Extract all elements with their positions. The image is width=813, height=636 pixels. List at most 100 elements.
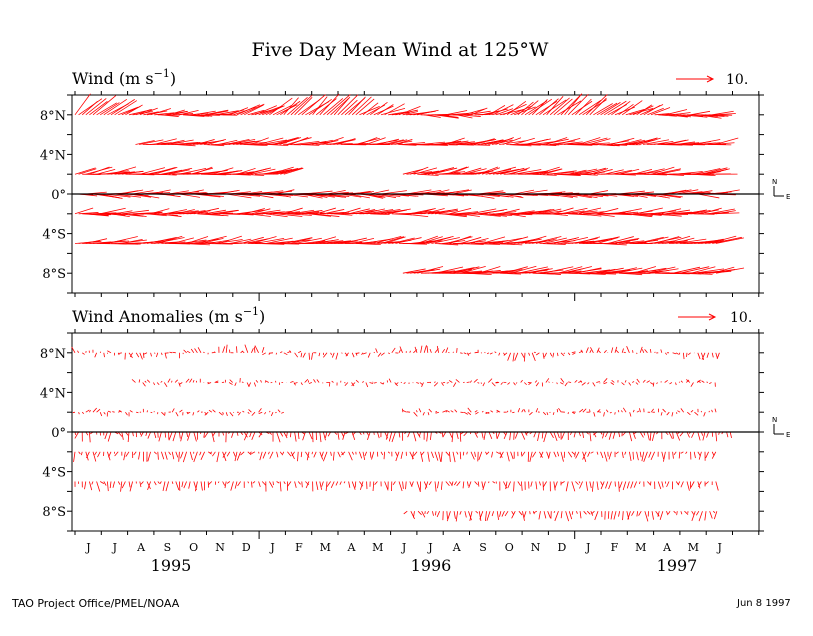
wind-vector bbox=[542, 99, 567, 116]
wind-vector bbox=[593, 213, 615, 217]
wind-vector bbox=[683, 352, 685, 360]
wind-vector bbox=[701, 167, 728, 175]
wind-vector bbox=[630, 481, 634, 489]
wind-vector bbox=[341, 451, 346, 456]
wind-vector bbox=[518, 510, 523, 516]
wind-vector bbox=[701, 352, 706, 360]
wind-vector bbox=[435, 411, 439, 414]
wind-vector bbox=[297, 451, 299, 462]
wind-vector bbox=[248, 382, 252, 387]
wind-vector bbox=[693, 451, 696, 459]
wind-vector bbox=[589, 481, 592, 489]
wind-vector bbox=[542, 352, 545, 359]
wind-vector bbox=[434, 381, 436, 383]
wind-vector bbox=[143, 352, 145, 358]
wind-vector bbox=[640, 168, 665, 175]
wind-vector bbox=[618, 104, 634, 116]
wind-vector bbox=[679, 266, 710, 274]
wind-vector bbox=[579, 408, 584, 413]
wind-vector bbox=[589, 236, 620, 244]
wind-vector bbox=[403, 510, 408, 515]
wind-vector bbox=[686, 379, 690, 383]
wind-vector bbox=[369, 382, 374, 384]
wind-vector bbox=[553, 431, 558, 442]
wind-vector bbox=[161, 411, 166, 416]
wind-vector bbox=[535, 100, 558, 116]
wind-vector bbox=[112, 411, 115, 413]
wind-vector bbox=[441, 431, 444, 438]
wind-vector bbox=[470, 208, 497, 215]
wind-vector bbox=[236, 167, 256, 175]
wind-vector bbox=[496, 431, 501, 440]
month-label: D bbox=[557, 541, 566, 554]
wind-vector bbox=[657, 511, 660, 517]
wind-vector bbox=[339, 481, 342, 485]
wind-vector bbox=[702, 431, 706, 441]
wind-vector bbox=[265, 380, 269, 383]
wind-vector bbox=[290, 431, 292, 438]
wind-vector bbox=[556, 408, 559, 413]
wind-vector bbox=[501, 511, 505, 517]
wind-vector bbox=[150, 208, 170, 215]
wind-vector bbox=[426, 346, 429, 353]
wind-vector bbox=[591, 510, 595, 515]
wind-vector bbox=[313, 451, 317, 458]
wind-vector bbox=[713, 511, 718, 520]
wind-vector bbox=[593, 412, 596, 417]
wind-vector bbox=[240, 451, 245, 456]
year-label: 1997 bbox=[657, 556, 698, 575]
wind-vector bbox=[412, 382, 414, 384]
wind-vector bbox=[676, 171, 703, 175]
wind-vector bbox=[104, 431, 108, 440]
wind-vector bbox=[653, 140, 674, 145]
wind-vector bbox=[513, 382, 516, 386]
wind-vector bbox=[565, 481, 569, 492]
wind-vector bbox=[611, 379, 615, 383]
wind-vector bbox=[420, 170, 439, 175]
wind-vector bbox=[150, 352, 152, 357]
wind-vector bbox=[679, 431, 684, 437]
wind-vector bbox=[511, 511, 516, 519]
wind-vector bbox=[107, 431, 112, 442]
wind-latitude-labels: 8°N 4°N 0° 4°S 8°S bbox=[40, 109, 66, 282]
wind-vector bbox=[542, 237, 567, 244]
wind-vector bbox=[680, 451, 684, 454]
wind-vector bbox=[305, 481, 310, 486]
wind-vector bbox=[387, 451, 391, 454]
wind-vector bbox=[150, 108, 171, 116]
wind-vector bbox=[172, 110, 188, 116]
wind-vector bbox=[442, 431, 447, 438]
wind-vector bbox=[496, 108, 514, 116]
wind-vector bbox=[269, 410, 271, 413]
wind-vector bbox=[517, 210, 542, 215]
wind-vector bbox=[161, 352, 163, 356]
wind-vector bbox=[609, 411, 612, 414]
wind-vector bbox=[482, 382, 486, 387]
wind-vector bbox=[651, 268, 679, 274]
wind-vector bbox=[553, 237, 579, 244]
wind-vector bbox=[182, 210, 206, 215]
wind-vector bbox=[374, 481, 378, 485]
wind-vector bbox=[281, 411, 284, 414]
latitude-label: 4°S bbox=[42, 466, 66, 481]
wind-vector bbox=[553, 481, 556, 491]
wind-vector bbox=[297, 431, 300, 440]
wind-vector bbox=[521, 431, 526, 440]
wind-vector bbox=[578, 99, 602, 116]
wind-vector bbox=[247, 213, 271, 217]
wind-vector bbox=[675, 141, 695, 145]
wind-vector bbox=[654, 113, 670, 116]
wind-vector bbox=[204, 109, 229, 116]
wind-vector bbox=[572, 352, 576, 355]
wind-vector bbox=[331, 352, 335, 358]
wind-vector bbox=[496, 411, 499, 413]
latitude-label: 0° bbox=[51, 188, 66, 203]
wind-vector bbox=[437, 481, 439, 489]
wind-vector bbox=[81, 100, 98, 116]
wind-vector bbox=[123, 451, 126, 461]
compass-n-label: N bbox=[772, 416, 777, 424]
wind-vector bbox=[557, 451, 560, 457]
wind-vector bbox=[92, 407, 98, 413]
wind-vector bbox=[73, 451, 76, 463]
wind-vector bbox=[259, 451, 263, 461]
